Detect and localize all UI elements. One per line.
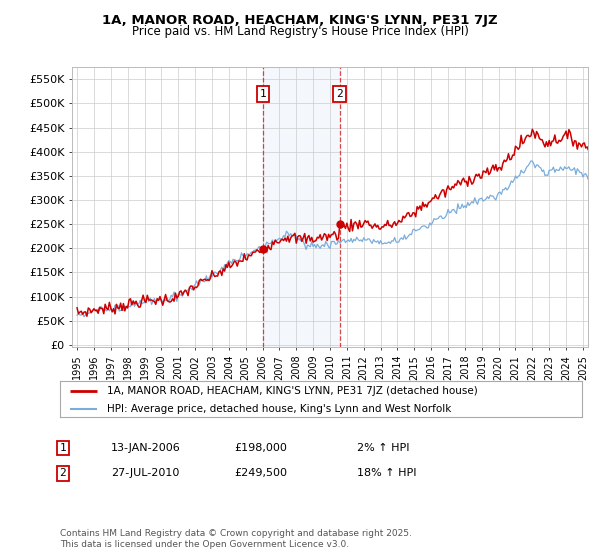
Text: 1A, MANOR ROAD, HEACHAM, KING'S LYNN, PE31 7JZ (detached house): 1A, MANOR ROAD, HEACHAM, KING'S LYNN, PE… bbox=[107, 386, 478, 396]
Text: 2: 2 bbox=[59, 468, 67, 478]
Text: 1: 1 bbox=[59, 443, 67, 453]
Text: 2% ↑ HPI: 2% ↑ HPI bbox=[357, 443, 409, 453]
Text: 18% ↑ HPI: 18% ↑ HPI bbox=[357, 468, 416, 478]
Text: 1: 1 bbox=[260, 88, 266, 99]
Text: £249,500: £249,500 bbox=[234, 468, 287, 478]
Text: 2: 2 bbox=[336, 88, 343, 99]
Text: 13-JAN-2006: 13-JAN-2006 bbox=[111, 443, 181, 453]
Bar bbox=[263, 67, 340, 347]
Text: HPI: Average price, detached house, King's Lynn and West Norfolk: HPI: Average price, detached house, King… bbox=[107, 404, 451, 414]
Text: 1A, MANOR ROAD, HEACHAM, KING'S LYNN, PE31 7JZ: 1A, MANOR ROAD, HEACHAM, KING'S LYNN, PE… bbox=[102, 14, 498, 27]
Text: 27-JUL-2010: 27-JUL-2010 bbox=[111, 468, 179, 478]
Text: Price paid vs. HM Land Registry's House Price Index (HPI): Price paid vs. HM Land Registry's House … bbox=[131, 25, 469, 38]
Text: £198,000: £198,000 bbox=[234, 443, 287, 453]
Text: Contains HM Land Registry data © Crown copyright and database right 2025.
This d: Contains HM Land Registry data © Crown c… bbox=[60, 529, 412, 549]
